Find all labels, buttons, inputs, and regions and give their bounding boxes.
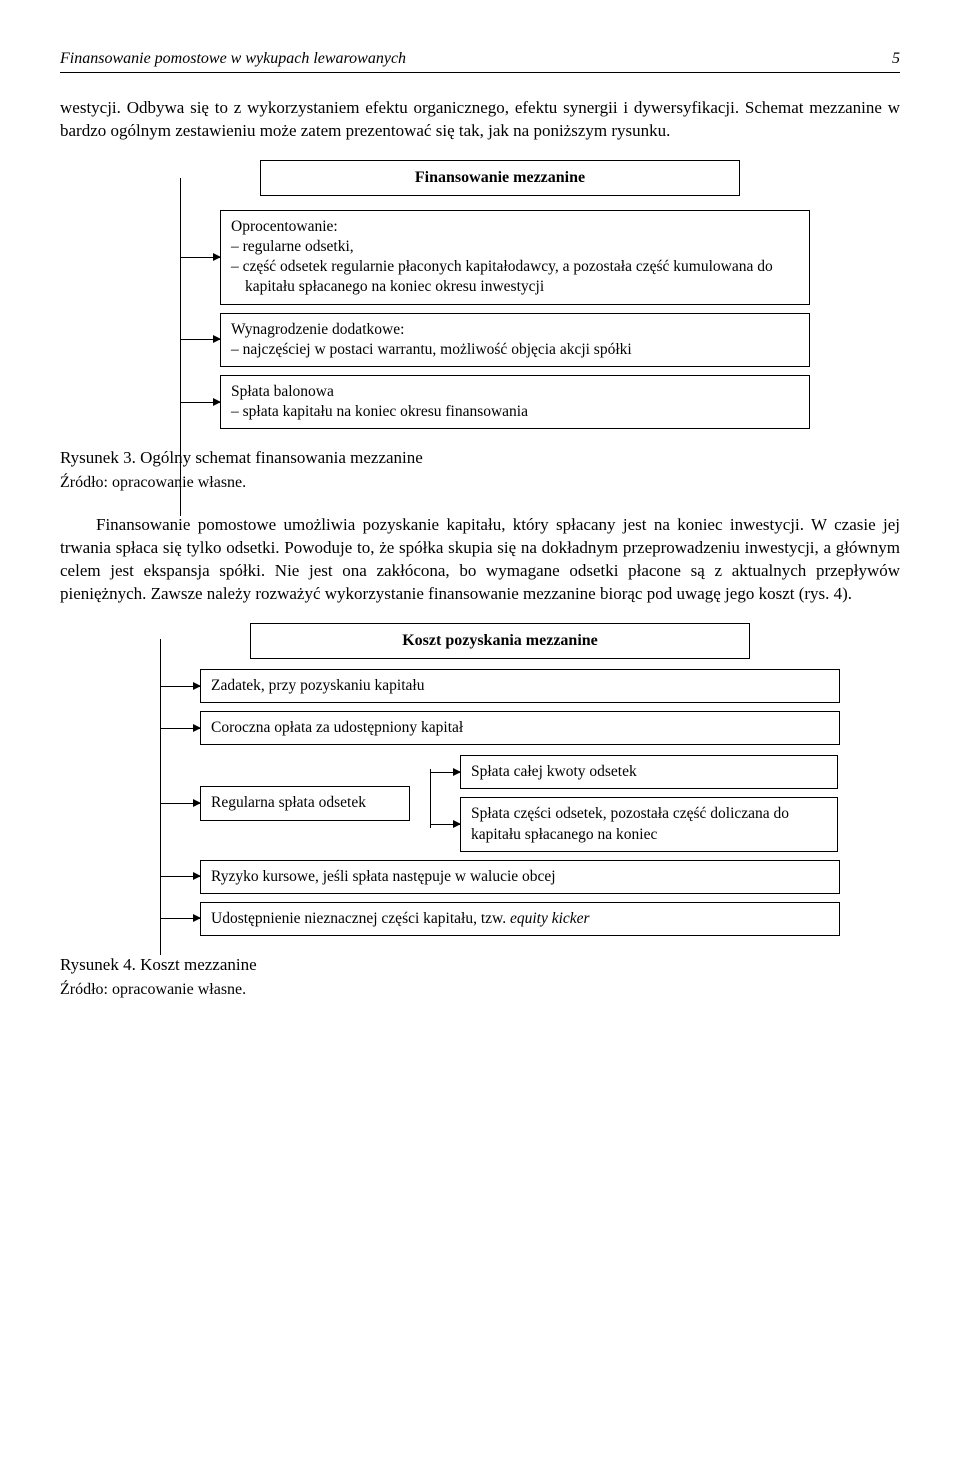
figure4-source: Źródło: opracowanie własne.: [60, 979, 900, 1001]
arrow-icon: [430, 772, 460, 773]
diagram2-row-3: Regularna spłata odsetek Spłata całej kw…: [100, 755, 860, 851]
diagram2-nested-row-1: Spłata całej kwoty odsetek: [430, 755, 860, 789]
arrow-icon: [160, 918, 200, 919]
diagram1-row-1: Oprocentowanie: regularne odsetki, część…: [130, 210, 830, 305]
running-header: Finansowanie pomostowe w wykupach lewaro…: [60, 48, 900, 73]
diagram1-title: Finansowanie mezzanine: [260, 160, 740, 196]
arrow-icon: [160, 876, 200, 877]
figure4-caption: Rysunek 4. Koszt mezzanine: [60, 954, 900, 977]
box-item: spłata kapitału na koniec okresu finanso…: [231, 402, 799, 422]
box-item: najczęściej w postaci warrantu, możliwoś…: [231, 340, 799, 360]
arrow-icon: [160, 686, 200, 687]
arrow-icon: [160, 803, 200, 804]
diagram2-row-5: Udostępnienie nieznacznej części kapitał…: [100, 902, 860, 936]
diagram1-trunk-line: [180, 178, 181, 516]
diagram2-title: Koszt pozyskania mezzanine: [250, 623, 750, 659]
diagram1-box-splata: Spłata balonowa spłata kapitału na konie…: [220, 375, 810, 429]
diagram2-nested-row-2: Spłata części odsetek, pozostała część d…: [430, 797, 860, 851]
running-header-title: Finansowanie pomostowe w wykupach lewaro…: [60, 48, 406, 70]
arrow-icon: [180, 257, 220, 258]
diagram1-box-wynagrodzenie: Wynagrodzenie dodatkowe: najczęściej w p…: [220, 313, 810, 367]
box-item: regularne odsetki,: [231, 237, 799, 257]
box-lead: Wynagrodzenie dodatkowe:: [231, 320, 799, 340]
diagram2-row-4: Ryzyko kursowe, jeśli spłata następuje w…: [100, 860, 860, 894]
diagram1-row-3: Spłata balonowa spłata kapitału na konie…: [130, 375, 830, 429]
arrow-icon: [430, 824, 460, 825]
running-header-page: 5: [892, 48, 900, 70]
diagram2-nested-left: Regularna spłata odsetek: [100, 755, 410, 851]
diagram2-trunk-line: [160, 639, 161, 955]
diagram-cost-mezzanine: Koszt pozyskania mezzanine Zadatek, przy…: [100, 623, 860, 936]
arrow-icon: [180, 402, 220, 403]
arrow-icon: [180, 339, 220, 340]
diagram1-box-oprocentowanie: Oprocentowanie: regularne odsetki, część…: [220, 210, 810, 305]
diagram2-row-1: Zadatek, przy pozyskaniu kapitału: [100, 669, 860, 703]
box-item: część odsetek regularnie płaconych kapit…: [231, 257, 799, 297]
diagram2-box-regularna: Regularna spłata odsetek: [200, 786, 410, 820]
box-lead: Spłata balonowa: [231, 382, 799, 402]
arrow-icon: [160, 728, 200, 729]
diagram-financing-mezzanine: Finansowanie mezzanine Oprocentowanie: r…: [130, 160, 830, 429]
diagram2-row-2: Coroczna opłata za udostępniony kapitał: [100, 711, 860, 745]
diagram2-box-zadatek: Zadatek, przy pozyskaniu kapitału: [200, 669, 840, 703]
paragraph-1: westycji. Odbywa się to z wykorzystaniem…: [60, 97, 900, 143]
diagram1-row-2: Wynagrodzenie dodatkowe: najczęściej w p…: [130, 313, 830, 367]
diagram2-box-ryzyko: Ryzyko kursowe, jeśli spłata następuje w…: [200, 860, 840, 894]
diagram2-box-splata-czesci: Spłata części odsetek, pozostała część d…: [460, 797, 838, 851]
box-text-em: equity kicker: [510, 910, 590, 927]
paragraph-2: Finansowanie pomostowe umożliwia pozyska…: [60, 514, 900, 606]
box-lead: Oprocentowanie:: [231, 217, 799, 237]
diagram2-nested-trunk-line: [430, 769, 431, 827]
figure3-caption: Rysunek 3. Ogólny schemat finansowania m…: [60, 447, 900, 470]
diagram2-nested-right: Spłata całej kwoty odsetek Spłata części…: [430, 755, 860, 851]
diagram2-box-splata-calej: Spłata całej kwoty odsetek: [460, 755, 838, 789]
figure3-source: Źródło: opracowanie własne.: [60, 472, 900, 494]
diagram2-box-coroczna: Coroczna opłata za udostępniony kapitał: [200, 711, 840, 745]
box-text-pre: Udostępnienie nieznacznej części kapitał…: [211, 910, 510, 927]
diagram2-box-equity-kicker: Udostępnienie nieznacznej części kapitał…: [200, 902, 840, 936]
